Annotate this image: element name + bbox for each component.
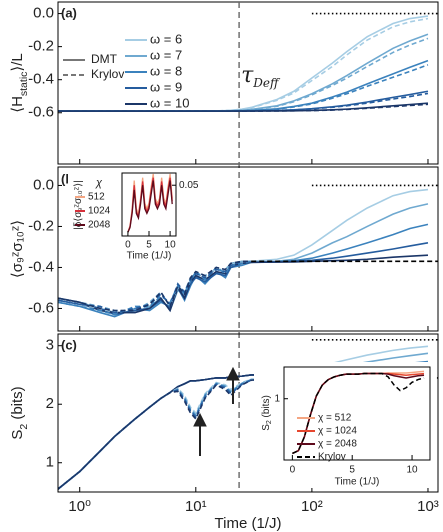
legend-label: Krylov	[318, 452, 346, 463]
y-tick-label: -0.2	[28, 38, 54, 55]
legend-label: ω = 8	[150, 63, 182, 78]
arrows	[193, 366, 240, 456]
x-axis-label: Time (1/J)	[127, 251, 172, 262]
x-tick-label: 10³	[417, 498, 439, 515]
legend-label: χ = 512	[318, 413, 352, 424]
y-axis-label-part: (bits)	[9, 386, 26, 424]
y-tick-label: -0.6	[28, 104, 54, 121]
y-tick-label: -0.4	[28, 258, 54, 275]
legend-label: ω = 7	[150, 47, 182, 62]
plot-frame	[57, 333, 439, 493]
y-tick-label: -0.2	[28, 217, 54, 234]
plot-frame	[57, 1, 439, 165]
x-tick-label: 10¹	[185, 498, 207, 515]
time-scale-symbol: τ	[241, 63, 254, 88]
legend-label: ω = 9	[150, 79, 182, 94]
y-axis-label-part: 2	[266, 420, 273, 424]
series-group	[127, 173, 173, 233]
y-axis-label-part: 2	[18, 424, 30, 430]
y-axis-label-part: (bits)	[261, 395, 272, 420]
x-tick-label: 0	[290, 465, 296, 476]
series-group	[58, 184, 438, 318]
y-tick-label: -0.6	[28, 299, 54, 316]
y-tick-label: 2	[46, 395, 54, 412]
y-axis-label-part: ⟨σ₉ᶻσ₁₀ᶻ⟩	[9, 220, 26, 278]
legend-label: χ = 2048	[318, 439, 357, 450]
y-tick-label: -0.4	[28, 71, 54, 88]
x-tick-label: 10	[165, 240, 177, 251]
y-tick-label: 3	[46, 337, 54, 354]
data-line	[58, 377, 278, 490]
y-axis-label-part: |δ⟨σ₉ᶻσ₁₀ᶻ⟩|	[73, 180, 84, 230]
data-line	[58, 377, 277, 490]
y-axis-label: S2 (bits)	[9, 386, 30, 439]
data-line	[58, 242, 429, 316]
data-line	[127, 180, 173, 233]
time-scale-label: τDeff	[241, 63, 281, 90]
x-tick-label: 0	[125, 240, 131, 251]
legend-label: χ = 1024	[318, 426, 357, 437]
plot-frame	[57, 166, 439, 332]
legend-label: DMT	[91, 52, 118, 66]
x-tick-label: 5	[349, 465, 355, 476]
series-group	[292, 370, 425, 455]
y-axis-label-part: S	[261, 424, 272, 431]
legend-label: 2048	[88, 220, 111, 231]
y-tick-label: 0.0	[33, 176, 54, 193]
x-axis-label: Time (1/J)	[215, 515, 282, 532]
y-axis-label-part: ⟩/L	[9, 53, 26, 71]
plot-frame	[283, 366, 431, 461]
y-axis-label-part: ⟨H	[9, 96, 26, 113]
y-axis-label-part: S	[9, 430, 26, 440]
legend-label: 1024	[88, 206, 111, 217]
x-tick-label: 10	[406, 465, 418, 476]
x-tick-label: 10²	[301, 498, 323, 515]
data-line	[58, 260, 252, 312]
legend-label: 512	[88, 192, 105, 203]
y-axis-label: |δ⟨σ₉ᶻσ₁₀ᶻ⟩|	[73, 180, 84, 230]
y-axis-label: S2 (bits)	[261, 395, 274, 431]
legend-label: ω = 6	[150, 31, 182, 46]
time-scale-subscript: Deff	[252, 76, 281, 90]
y-tick-label: 1	[46, 454, 54, 471]
data-line	[58, 103, 429, 112]
panel-label: (a)	[61, 5, 77, 20]
y-tick-label: 0.05	[179, 180, 199, 191]
panel-label: (c)	[61, 337, 77, 352]
y-axis-label-part: static	[18, 72, 30, 97]
y-tick-label: 0.0	[33, 5, 54, 22]
x-tick-label: 10⁰	[68, 498, 91, 515]
legend-title: χ	[95, 177, 103, 189]
data-line	[58, 254, 429, 314]
plots: 0.0-0.2-0.4-0.6⟨Hstatic⟩/L(a)ω = 6ω = 7ω…	[9, 1, 439, 532]
plot-frame	[121, 172, 177, 237]
y-axis-label: ⟨σ₉ᶻσ₁₀ᶻ⟩	[9, 220, 26, 278]
arrow-head	[193, 412, 207, 427]
y-axis-label: ⟨Hstatic⟩/L	[9, 53, 30, 113]
arrow-head	[226, 366, 240, 381]
data-line	[58, 260, 252, 314]
legend-label: Krylov	[91, 67, 124, 81]
data-line	[292, 372, 425, 455]
x-axis-label: Time (1/J)	[335, 477, 380, 488]
legend-label: ω = 10	[150, 95, 189, 110]
y-tick-label: 1	[274, 393, 280, 404]
x-tick-label: 5	[146, 240, 152, 251]
series-group	[58, 12, 438, 112]
